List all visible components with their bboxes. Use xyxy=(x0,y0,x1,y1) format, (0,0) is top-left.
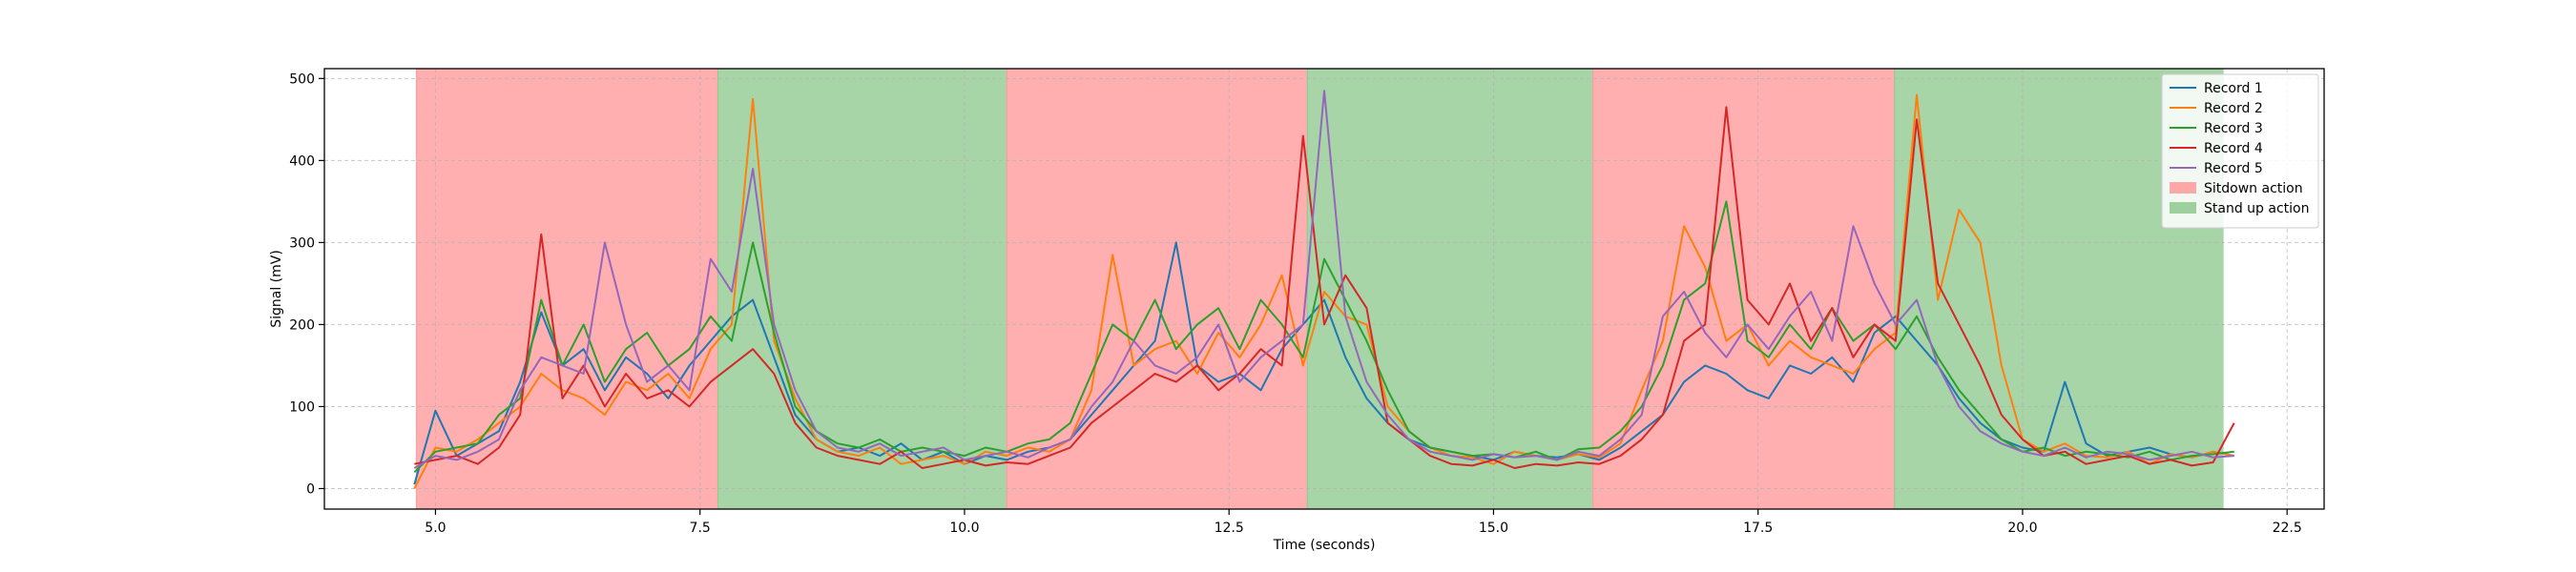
x-tick-label: 10.0 xyxy=(949,521,979,536)
x-tick-label: 20.0 xyxy=(2007,521,2037,536)
y-tick-label: 0 xyxy=(306,481,315,497)
legend-label-record-4: Record 4 xyxy=(2204,141,2263,156)
legend-label-sitdown-action: Sitdown action xyxy=(2204,181,2303,196)
region-stand-up-action-2 xyxy=(717,69,1008,509)
y-tick-label: 300 xyxy=(289,235,315,251)
grid xyxy=(324,69,2324,509)
action-regions xyxy=(415,69,2224,509)
x-tick-label: 5.0 xyxy=(425,521,446,536)
legend-swatch-sitdown-action xyxy=(2170,182,2196,194)
series-line-record-5 xyxy=(413,90,2234,469)
series-line-record-4 xyxy=(414,106,2235,469)
region-sitdown-action-3 xyxy=(1007,69,1308,509)
y-tick-label: 100 xyxy=(289,399,315,415)
legend-box xyxy=(2161,73,2319,229)
plot-frame xyxy=(323,68,2325,510)
y-tick-label: 200 xyxy=(289,317,315,333)
legend-label-record-5: Record 5 xyxy=(2204,161,2263,176)
legend: Record 1 Record 2 Record 3 Record 4 Record 5… xyxy=(2161,73,2319,229)
x-tick-label: 17.5 xyxy=(1743,521,1773,536)
x-tick-label: 22.5 xyxy=(2273,521,2302,536)
legend-label-record-3: Record 3 xyxy=(2204,121,2263,136)
x-tick-label: 15.0 xyxy=(1479,521,1508,536)
region-stand-up-action-4 xyxy=(1307,69,1593,509)
legend-label-record-1: Record 1 xyxy=(2204,81,2263,96)
y-tick-label: 500 xyxy=(289,72,315,87)
region-sitdown-action-5 xyxy=(1592,69,1895,509)
legend-label-stand-up-action: Stand up action xyxy=(2204,201,2309,216)
axis-ticks: 5.0 7.5 10.0 12.5 15.0 17.5 20.0 22.5 0 100 200 300… xyxy=(289,72,2302,536)
legend-swatch-stand-up-action xyxy=(2170,202,2196,214)
series-lines xyxy=(413,90,2235,489)
y-axis-label: Signal (mV) xyxy=(269,250,284,328)
x-axis-label: Time (seconds) xyxy=(1273,538,1376,553)
legend-label-record-2: Record 2 xyxy=(2204,101,2263,116)
region-sitdown-action-1 xyxy=(416,69,718,509)
series-line-record-1 xyxy=(413,241,2234,485)
y-tick-label: 400 xyxy=(289,153,315,169)
x-tick-label: 7.5 xyxy=(690,521,711,536)
x-tick-label: 12.5 xyxy=(1215,521,1244,536)
